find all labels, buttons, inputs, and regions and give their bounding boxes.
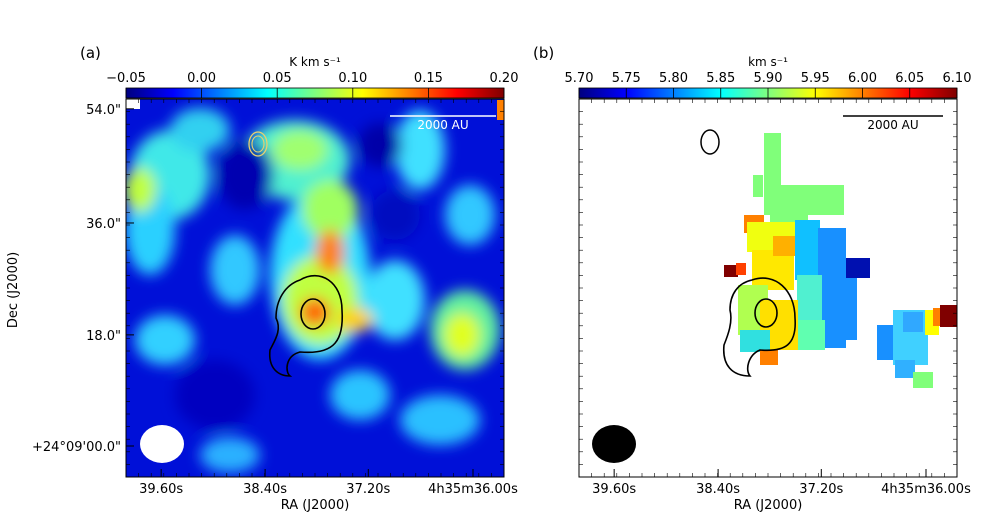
colorbar-tick-label: 5.70	[565, 71, 594, 86]
axis-ticks-b: 39.60s 38.40s 37.20s 4h35m36.00s	[579, 99, 971, 497]
colorbar-tick-label: −0.05	[106, 71, 146, 86]
colorbar-b-label: km s⁻¹	[748, 55, 788, 69]
x-tick-label: 37.20s	[799, 482, 843, 497]
colorbar-tick-label: 0.00	[187, 71, 216, 86]
panel-b-label: (b)	[533, 44, 554, 62]
axis-ticks-a: 39.60s 38.40s 37.20s 4h35m36.00s 54.0" 36.0" 1…	[32, 99, 518, 497]
colorbar-a	[125, 87, 505, 99]
beam-ellipse-a	[140, 425, 184, 463]
beam-ellipse-b	[592, 425, 636, 463]
colorbar-tick-label: 0.15	[414, 71, 443, 86]
colorbar-tick-label: 0.05	[263, 71, 292, 86]
colorbar-tick-label: 5.80	[659, 71, 688, 86]
x-tick-label: 38.40s	[696, 482, 740, 497]
x-tick-label: 37.20s	[346, 482, 390, 497]
contour-inner-a	[300, 298, 326, 330]
panel-a-label: (a)	[80, 44, 101, 62]
contour-small-b	[700, 129, 720, 155]
y-tick-label: 54.0"	[86, 103, 121, 118]
colorbar-tick-label: 5.75	[612, 71, 641, 86]
x-tick-label: 38.40s	[243, 482, 287, 497]
y-tick-label: +24°09'00.0"	[32, 440, 121, 455]
colorbar-tick-label: 6.05	[895, 71, 924, 86]
scale-bar-b-label: 2000 AU	[867, 118, 918, 132]
contour-negative-a	[248, 131, 268, 157]
xlabel-b: RA (J2000)	[734, 498, 803, 513]
ylabel-a: Dec (J2000)	[6, 252, 21, 328]
colorbar-tick-label: 0.20	[490, 71, 519, 86]
velocity-map-b: 2000 AU	[579, 99, 957, 477]
colorbar-tick-label: 5.85	[706, 71, 735, 86]
xlabel-a: RA (J2000)	[281, 498, 350, 513]
x-tick-label: 4h35m36.00s	[428, 482, 518, 497]
colorbar-tick-label: 5.90	[754, 71, 783, 86]
colorbar-b-ticks: 5.70 5.75 5.80 5.85 5.90 5.95 6.00 6.05 6.10	[565, 71, 972, 98]
panel-a: (a) K km s⁻¹ −0.05 0.00 0.05 0.10 0.15 0.20	[6, 44, 518, 513]
y-tick-label: 36.0"	[86, 217, 121, 232]
contour-inner-b	[754, 298, 778, 328]
colorbar-a-ticks: −0.05 0.00 0.05 0.10 0.15 0.20	[106, 71, 518, 98]
colorbar-tick-label: 6.00	[848, 71, 877, 86]
colorbar-tick-label: 6.10	[943, 71, 972, 86]
heatmap-a: 2000 AU	[126, 99, 504, 477]
scale-bar-a-label: 2000 AU	[417, 118, 468, 132]
x-tick-label: 39.60s	[139, 482, 183, 497]
x-tick-label: 39.60s	[592, 482, 636, 497]
contour-outer-a	[268, 274, 344, 377]
colorbar-a-label: K km s⁻¹	[289, 55, 341, 69]
contour-outer-b	[723, 277, 796, 377]
x-tick-label: 4h35m36.00s	[881, 482, 971, 497]
colorbar-tick-label: 5.95	[801, 71, 830, 86]
panel-b: (b) km s⁻¹ 5.70 5.75 5.80 5.85 5.90 5.95 6.00 6…	[533, 44, 971, 513]
y-tick-label: 18.0"	[86, 329, 121, 344]
colorbar-tick-label: 0.10	[338, 71, 367, 86]
